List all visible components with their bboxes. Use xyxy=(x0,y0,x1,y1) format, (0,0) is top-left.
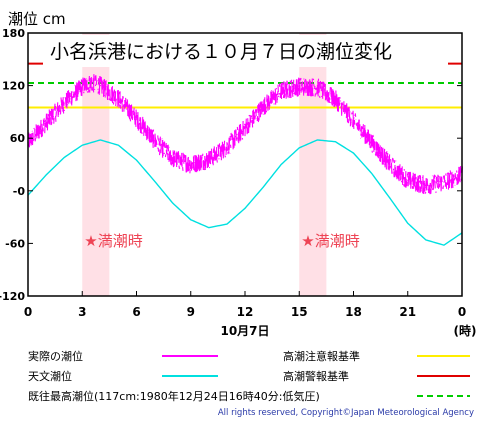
y-tick-label: -120 xyxy=(0,290,25,303)
data-point-actual xyxy=(352,120,355,122)
x-tick-label: 9 xyxy=(187,305,195,319)
data-point-actual xyxy=(298,85,300,88)
legend-label: 既往最高潮位(117cm:1980年12月24日16時40分:低気圧) xyxy=(28,389,320,403)
high-tide-band xyxy=(82,33,110,296)
y-tick-label: 120 xyxy=(2,80,25,93)
data-point-actual xyxy=(443,181,445,183)
data-point-actual xyxy=(389,163,391,166)
data-point-actual xyxy=(370,141,373,144)
x-tick-label: 21 xyxy=(399,305,416,319)
x-tick-label: 6 xyxy=(132,305,140,319)
data-point-actual xyxy=(407,179,409,181)
plot-area: ★満潮時 ★満潮時 小名浜港における１０月７日の潮位変化 xyxy=(27,32,463,297)
legend-label: 実際の潮位 xyxy=(28,349,83,363)
series-line-astronomical xyxy=(27,139,463,246)
high-tide-label: ★満潮時 xyxy=(301,232,359,250)
y-tick-label: 60 xyxy=(10,132,26,145)
y-tick-label: -0 xyxy=(13,185,26,198)
data-point-actual xyxy=(81,85,83,88)
data-point-actual xyxy=(99,85,101,87)
data-point-actual xyxy=(135,118,138,120)
x-tick-label: 18 xyxy=(345,305,362,319)
y-axis-label: 潮位 cm xyxy=(8,10,66,28)
copyright-text: All rights reserved, Copyright©Japan Met… xyxy=(218,408,474,418)
x-axis-label: 10月7日 xyxy=(220,324,269,338)
x-tick-label: 0 xyxy=(458,305,466,319)
high-tide-band xyxy=(299,33,327,296)
legend-label: 高潮注意報基準 xyxy=(283,349,360,363)
title-box xyxy=(43,35,448,67)
data-point-actual xyxy=(244,127,246,129)
data-point-actual xyxy=(316,86,318,88)
x-tick-label: 0 xyxy=(24,305,32,319)
chart-title: 小名浜港における１０月７日の潮位変化 xyxy=(50,41,392,63)
high-tide-label: ★満潮時 xyxy=(84,232,142,250)
data-point-actual xyxy=(45,121,47,124)
data-point-actual xyxy=(172,157,174,159)
data-point-actual xyxy=(280,90,282,92)
data-point-actual xyxy=(334,99,337,101)
x-tick-label: 15 xyxy=(291,305,308,319)
x-tick-label: 12 xyxy=(237,305,254,319)
data-point-actual xyxy=(153,140,156,142)
legend-label: 高潮警報基準 xyxy=(283,369,349,383)
y-tick-label: 180 xyxy=(2,27,25,40)
legend: 実際の潮位天文潮位既往最高潮位(117cm:1980年12月24日16時40分:… xyxy=(28,349,470,403)
x-axis-unit: (時) xyxy=(454,323,477,338)
data-point-actual xyxy=(63,102,65,104)
x-tick-label: 3 xyxy=(78,305,86,319)
data-point-actual xyxy=(190,163,192,166)
data-point-actual xyxy=(117,98,120,100)
data-point-actual xyxy=(262,106,264,108)
data-point-actual xyxy=(90,82,92,84)
legend-label: 天文潮位 xyxy=(28,369,72,383)
data-point-actual xyxy=(226,146,228,148)
data-point-actual xyxy=(208,158,210,160)
data-point-actual xyxy=(425,184,427,187)
y-tick-label: -60 xyxy=(5,237,25,250)
